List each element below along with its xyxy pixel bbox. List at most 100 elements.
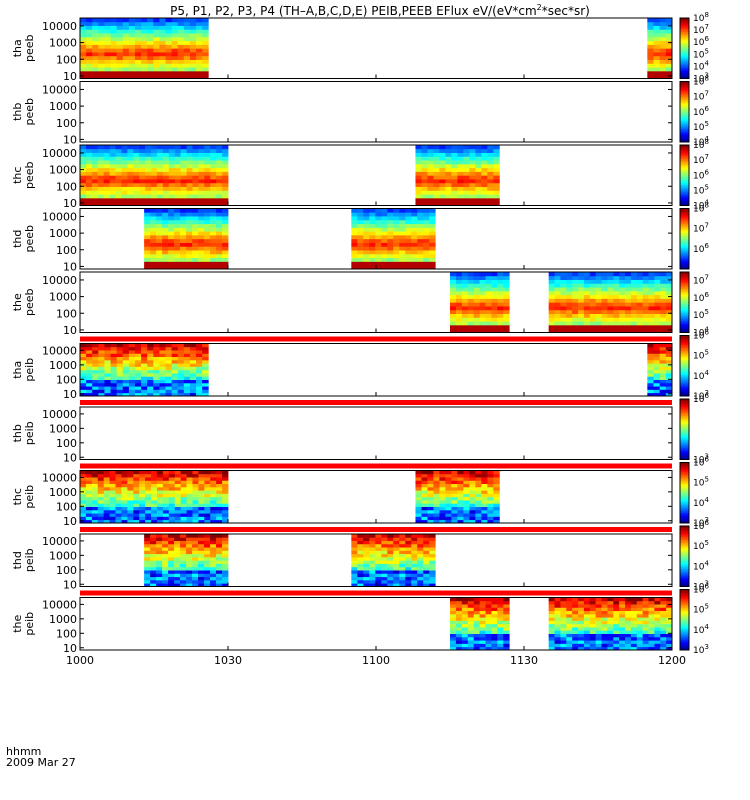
colorbar-tick-label: 103 [693, 516, 709, 529]
colorbar: 103 104 105 106 [679, 329, 709, 402]
y-tick-label: 10000 [42, 408, 77, 421]
colorbar-tick-label: 107 [693, 23, 709, 36]
fill-bar [80, 400, 672, 405]
panel-label-probe: tha [11, 361, 24, 379]
y-tick-label: 1000 [49, 422, 77, 435]
colorbar-tick-label: 106 [693, 583, 709, 596]
colorbar-tick-label: 106 [693, 291, 709, 304]
colorbar-tick-label: 105 [693, 120, 709, 133]
y-tick-label: 1000 [49, 164, 77, 177]
colorbar-tick-label: 108 [693, 202, 709, 215]
panel-label-probe: the [11, 293, 24, 311]
panel-label: thdpeeb [11, 225, 36, 253]
y-tick-label: 10000 [42, 471, 77, 484]
colorbar-tick-label: 104 [693, 326, 709, 339]
colorbar: 106 107 108 [679, 202, 709, 270]
y-tick-label: 10 [63, 70, 77, 83]
y-tick-label: 1000 [49, 549, 77, 562]
y-tick-label: 10000 [42, 274, 77, 287]
spectrogram-block [80, 343, 209, 397]
colorbar-tick-label: 104 [693, 559, 709, 572]
y-tick-label: 10 [63, 388, 77, 401]
panel-label: thapeeb [11, 34, 36, 62]
colorbar: 104 105 106 107 108 [679, 138, 709, 212]
colorbar: 103 104 105 106 [679, 583, 709, 656]
panel-label-product: peeb [23, 98, 36, 126]
panel-label: thcpeib [11, 485, 36, 509]
y-tick-label: 10 [63, 515, 77, 528]
colorbar-tick-label: 108 [693, 138, 709, 151]
chart-title: P5, P1, P2, P3, P4 (TH–A,B,C,D,E) PEIB,P… [170, 3, 590, 18]
panel-label: thbpeeb [11, 98, 36, 126]
y-tick-label: 10 [63, 133, 77, 146]
panel-the-peeb: 10 100 1000 10000 thepeeb 104 105 106 107 [11, 271, 709, 339]
y-tick-label: 10 [63, 451, 77, 464]
colorbar-tick-label: 105 [693, 183, 709, 196]
y-tick-label: 100 [56, 437, 77, 450]
panel-label-product: peib [23, 548, 36, 572]
colorbar-tick-label: 107 [693, 90, 709, 103]
spectrogram-block [80, 470, 229, 524]
panel-label-product: peeb [23, 225, 36, 253]
colorbar-tick-label: 106 [693, 456, 709, 469]
spectrogram-block [144, 534, 229, 587]
panel-label-probe: tha [11, 39, 24, 57]
panel-label: thdpeib [11, 548, 36, 572]
y-tick-label: 100 [56, 180, 77, 193]
colorbar-tick-label: 103 [693, 389, 709, 402]
y-tick-label: 100 [56, 564, 77, 577]
y-tick-label: 1000 [49, 227, 77, 240]
colorbar-tick-label: 104 [693, 135, 709, 148]
colorbar-tick-label: 107 [693, 222, 709, 235]
x-tick-label: 1100 [362, 654, 390, 667]
panel-label-product: peeb [23, 34, 36, 62]
fill-bar [80, 590, 672, 596]
colorbar: 104 105 106 107 108 [679, 75, 709, 148]
panel-label-product: peib [23, 421, 36, 445]
spectrogram-block [351, 208, 436, 270]
panel-thc-peeb: 10 100 1000 10000 thcpeeb 104 105 106 107 108 [11, 138, 709, 212]
panel-label-product: peeb [23, 161, 36, 189]
panel-label: thepeeb [11, 288, 36, 316]
y-tick-label: 100 [56, 500, 77, 513]
x-tick-label: 1200 [658, 654, 686, 667]
y-tick-label: 10000 [42, 20, 77, 33]
x-tick-label: 1030 [214, 654, 242, 667]
colorbar-tick-label: 105 [693, 476, 709, 489]
spectrogram-block [548, 597, 673, 651]
panel-label: thbpeib [11, 421, 36, 445]
colorbar-tick-label: 104 [693, 199, 709, 212]
spectrogram-block [351, 534, 436, 587]
colorbar-tick-label: 106 [693, 105, 709, 118]
y-tick-label: 10000 [42, 535, 77, 548]
x-tick-label: 1000 [66, 654, 94, 667]
spectrogram-block [450, 597, 510, 651]
colorbar-frame [679, 17, 690, 79]
y-tick-label: 100 [56, 627, 77, 640]
colorbar-tick-label: 105 [693, 603, 709, 616]
panel-label: thapeib [11, 358, 36, 382]
y-tick-label: 1000 [49, 359, 77, 372]
panel-thd-peeb: 10 100 1000 10000 thdpeeb 106 107 108 [11, 202, 709, 274]
panel-label-product: peib [23, 485, 36, 509]
colorbar-tick-label: 107 [693, 274, 709, 287]
y-tick-label: 1000 [49, 486, 77, 499]
y-tick-label: 1000 [49, 37, 77, 50]
colorbar-frame [679, 81, 690, 143]
spectrogram-block [647, 343, 673, 397]
panel-label: thepeib [11, 612, 36, 636]
colorbar-tick-label: 105 [693, 349, 709, 362]
colorbar: 104 105 106 107 [679, 271, 709, 339]
spectrogram-block [415, 145, 500, 206]
date-label: 2009 Mar 27 [6, 756, 76, 769]
panel-label-probe: thb [11, 103, 24, 121]
fill-bar [80, 463, 672, 469]
colorbar: 103 104 105 106 [679, 456, 709, 529]
y-tick-label: 10 [63, 197, 77, 210]
panel-frame [79, 81, 673, 143]
